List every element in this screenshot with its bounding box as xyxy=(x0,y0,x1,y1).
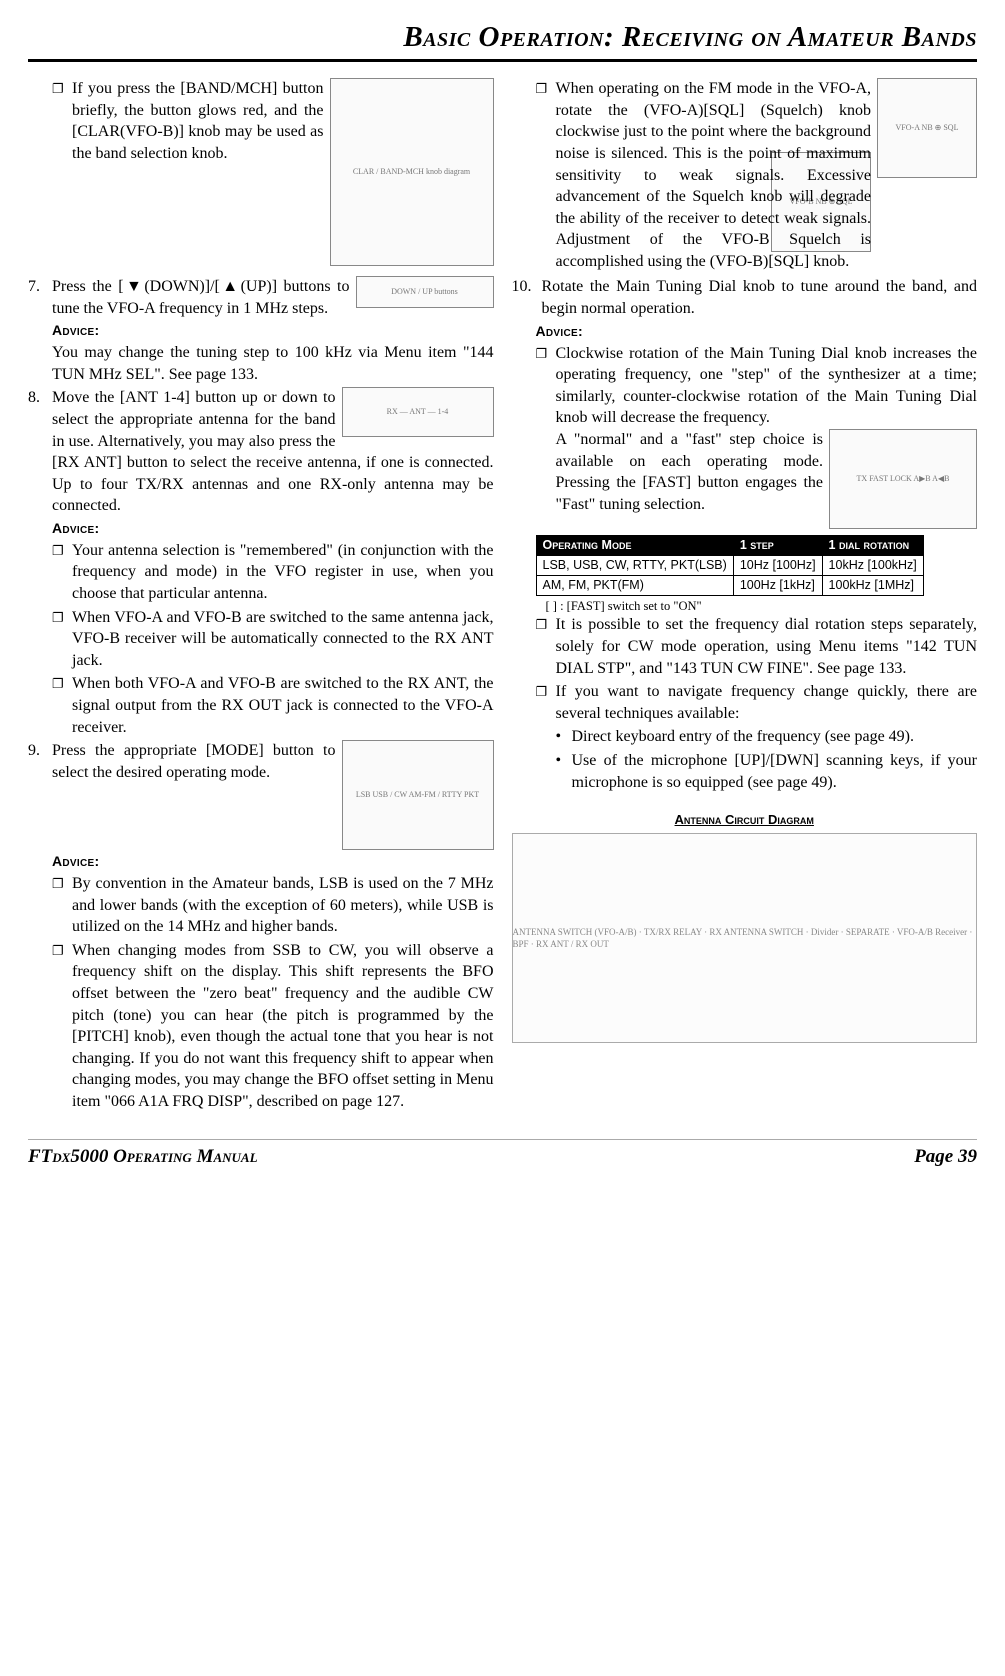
table-header: Operating Mode xyxy=(536,535,733,555)
advice-label: Advice: xyxy=(52,321,494,340)
page-title-text: Basic Operation: Receiving on Amateur Ba… xyxy=(403,21,977,53)
right-column: VFO-A NB ⊕ SQL ❐ When operating on the F… xyxy=(512,78,978,1114)
diagram-title: Antenna Circuit Diagram xyxy=(512,811,978,829)
bullet-icon: ❐ xyxy=(52,673,72,738)
bullet-icon: ❐ xyxy=(52,78,72,164)
band-mch-text: If you press the [BAND/MCH] button brief… xyxy=(72,78,324,164)
bullet-icon: ❐ xyxy=(52,540,72,605)
step10-bullet2: It is possible to set the frequency dial… xyxy=(556,614,978,679)
step10-bullet1b: A "normal" and a "fast" step choice is a… xyxy=(556,431,824,513)
step10-text: Rotate the Main Tuning Dial knob to tune… xyxy=(542,276,978,319)
table-cell: AM, FM, PKT(FM) xyxy=(536,575,733,595)
step10-sub1: Direct keyboard entry of the frequency (… xyxy=(572,726,915,748)
bullet-icon: ❐ xyxy=(52,873,72,938)
table-cell: 10Hz [100Hz] xyxy=(733,555,822,575)
bullet-icon: ❐ xyxy=(536,614,556,679)
dot-icon: • xyxy=(556,726,572,748)
footer-manual-name: FTdx5000 Operating Manual xyxy=(28,1144,258,1170)
table-header: 1 dial rotation xyxy=(822,535,923,555)
step8-bullet2: When VFO-A and VFO-B are switched to the… xyxy=(72,607,494,672)
left-column: CLAR / BAND-MCH knob diagram ❐ If you pr… xyxy=(28,78,494,1114)
step9-bullet1: By convention in the Amateur bands, LSB … xyxy=(72,873,494,938)
mode-figure: LSB USB / CW AM-FM / RTTY PKT xyxy=(342,740,494,850)
fast-figure: TX FAST LOCK A▶B A◀B xyxy=(829,429,977,529)
step9-bullet2: When changing modes from SSB to CW, you … xyxy=(72,940,494,1113)
step7-advice: You may change the tuning step to 100 kH… xyxy=(28,342,494,385)
step-number: 7. xyxy=(28,276,52,319)
table-note: [ ] : [FAST] switch set to "ON" xyxy=(546,598,978,615)
step-number: 9. xyxy=(28,740,52,850)
advice-label: Advice: xyxy=(536,322,978,341)
step7-text: Press the [▼(DOWN)]/[▲(UP)] buttons to t… xyxy=(52,278,350,317)
bullet-icon: ❐ xyxy=(52,607,72,672)
footer-page-number: Page 39 xyxy=(914,1144,977,1170)
step10-sub2: Use of the microphone [UP]/[DWN] scannin… xyxy=(572,750,978,793)
down-up-figure: DOWN / UP buttons xyxy=(356,276,494,308)
step8-bullet3: When both VFO-A and VFO-B are switched t… xyxy=(72,673,494,738)
table-cell: 100Hz [1kHz] xyxy=(733,575,822,595)
bullet-icon: ❐ xyxy=(536,343,556,529)
table-cell: 10kHz [100kHz] xyxy=(822,555,923,575)
step8-bullet1: Your antenna selection is "remembered" (… xyxy=(72,540,494,605)
step10-bullet3: If you want to navigate frequency change… xyxy=(556,681,978,724)
bullet-icon: ❐ xyxy=(536,78,556,272)
step-table: Operating Mode 1 step 1 dial rotation LS… xyxy=(536,535,924,596)
dot-icon: • xyxy=(556,750,572,793)
advice-label: Advice: xyxy=(52,519,494,538)
clar-knob-figure: CLAR / BAND-MCH knob diagram xyxy=(330,78,494,266)
bullet-icon: ❐ xyxy=(52,940,72,1113)
sql-text: When operating on the FM mode in the VFO… xyxy=(556,80,872,270)
vfo-a-sql-figure: VFO-A NB ⊕ SQL xyxy=(877,78,977,178)
page-title: Basic Operation: Receiving on Amateur Ba… xyxy=(28,18,977,62)
step10-bullet1: Clockwise rotation of the Main Tuning Di… xyxy=(556,345,978,427)
step-number: 10. xyxy=(512,276,542,319)
table-cell: LSB, USB, CW, RTTY, PKT(LSB) xyxy=(536,555,733,575)
advice-label: Advice: xyxy=(52,852,494,871)
antenna-circuit-diagram: ANTENNA SWITCH (VFO-A/B) · TX/RX RELAY ·… xyxy=(512,833,978,1043)
step9-text: Press the appropriate [MODE] button to s… xyxy=(52,742,336,781)
table-cell: 100kHz [1MHz] xyxy=(822,575,923,595)
page-footer: FTdx5000 Operating Manual Page 39 xyxy=(28,1139,977,1170)
table-header: 1 step xyxy=(733,535,822,555)
step-number: 8. xyxy=(28,387,52,517)
ant-figure: RX — ANT — 1-4 xyxy=(342,387,494,437)
bullet-icon: ❐ xyxy=(536,681,556,724)
